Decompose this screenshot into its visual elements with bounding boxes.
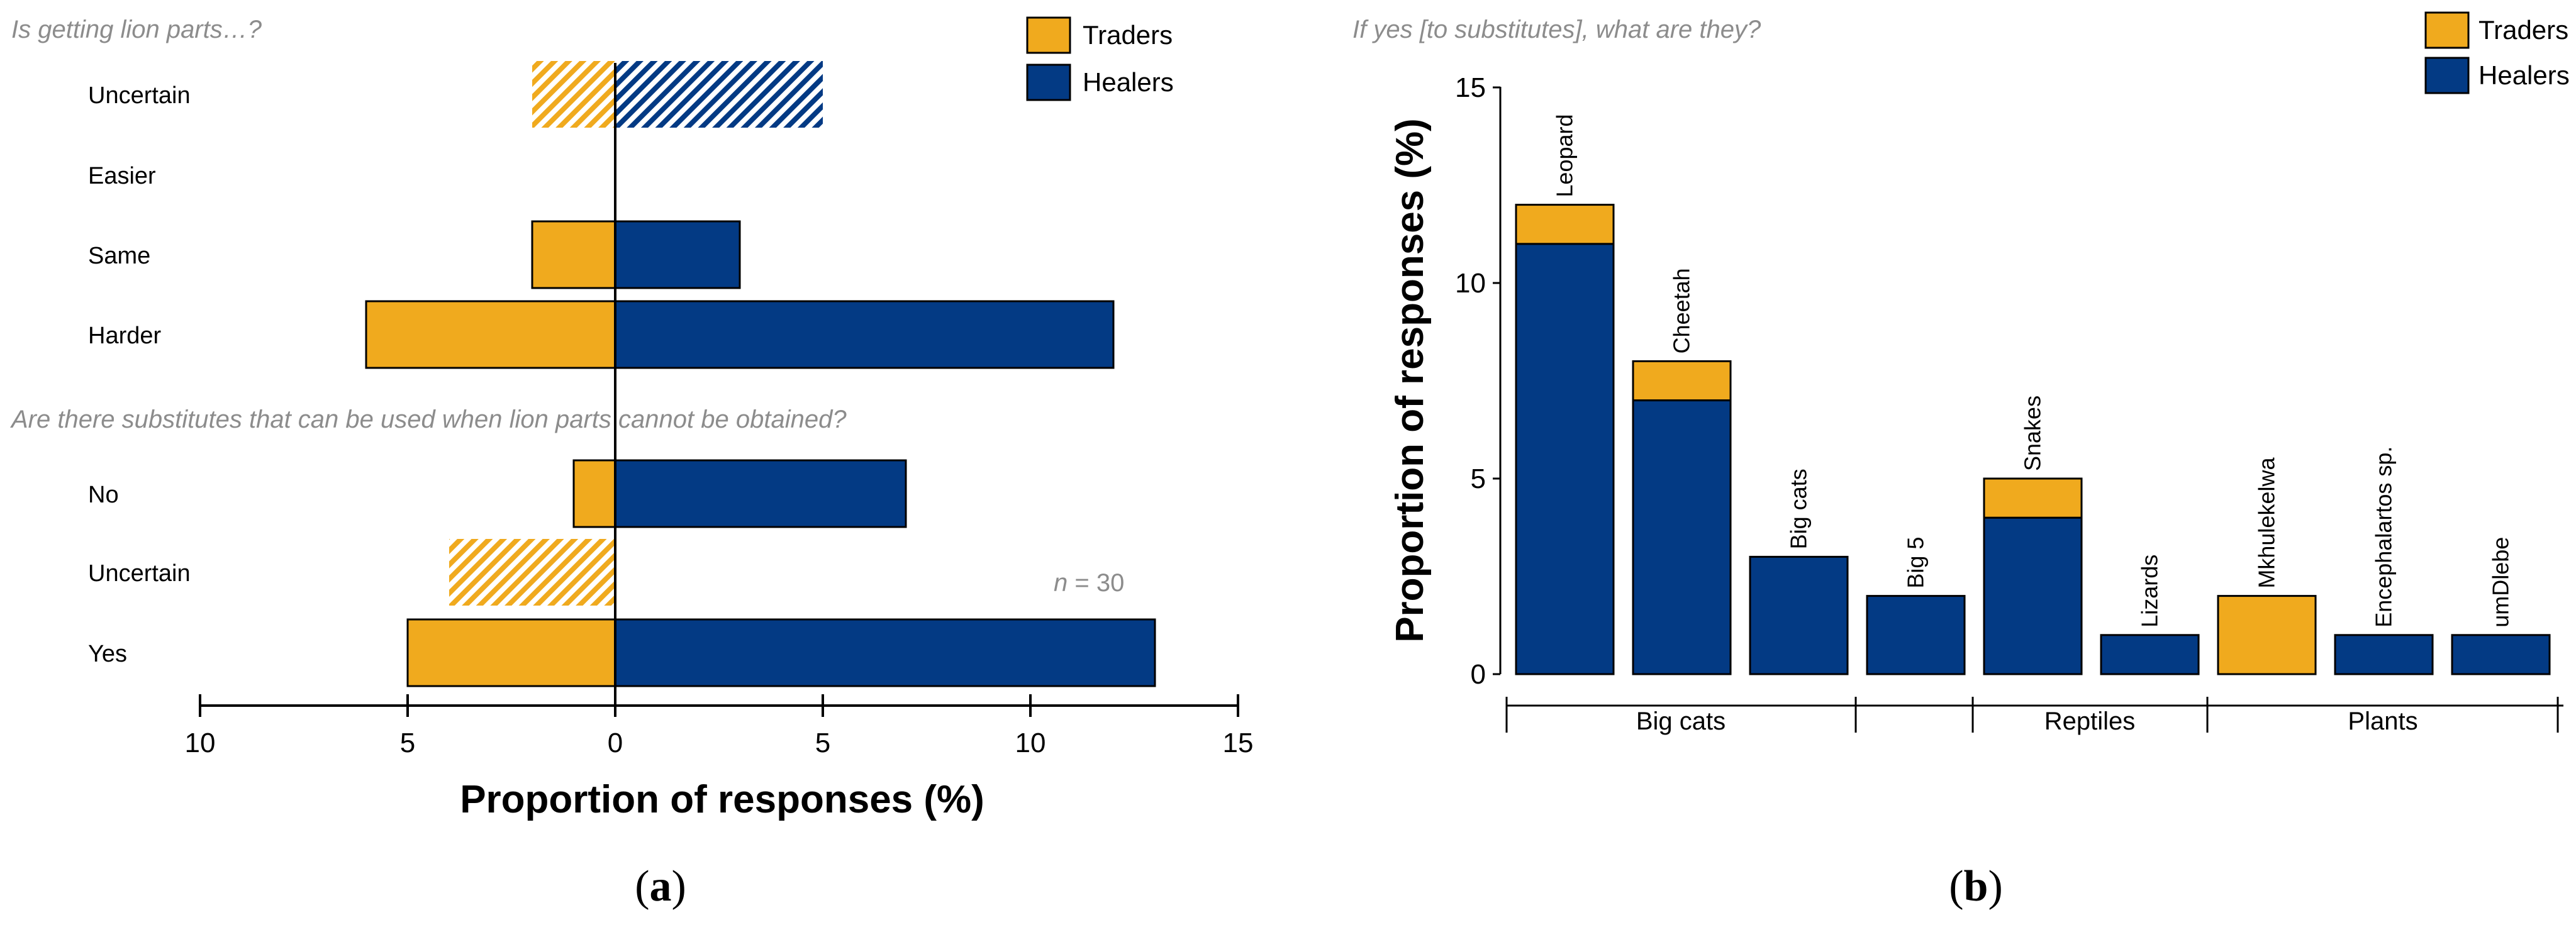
sample-size-n: n (1054, 569, 1068, 597)
bar-healers-encephalartos-sp (2334, 634, 2434, 675)
x-tick-label-a: 10 (1015, 728, 1046, 758)
category-label-yes: Yes (88, 641, 127, 667)
y-ticks-b: 0 5 10 15 (1455, 72, 1500, 690)
sample-size-annotation: n = 30 (1054, 569, 1124, 597)
y-tick-label-b: 5 (1471, 463, 1486, 494)
bar-healers-big-5 (1866, 595, 1966, 675)
bar-healers-umdlebe (2451, 634, 2551, 675)
legend-a: Traders Healers (1026, 16, 1174, 101)
bar-healers-leopard (1515, 243, 1615, 675)
chart-a-category-labels: Uncertain Easier Same Harder No Uncertain Yes (88, 82, 191, 667)
group-label-plants: Plants (2348, 707, 2417, 735)
bar-traders-harder (365, 300, 616, 369)
bar-healers-no (614, 459, 907, 528)
bar-healers-big-cats (1749, 555, 1849, 675)
category-groups-b: Big cats Reptiles Plants (1505, 697, 2563, 735)
x-tick-label-a: 0 (608, 728, 623, 758)
legend-a-healers-label: Healers (1083, 67, 1174, 97)
legend-b-healers-label: Healers (2478, 60, 2570, 90)
category-label-leopard: Leopard (1552, 114, 1578, 197)
legend-b-traders-swatch (2424, 11, 2470, 49)
y-axis-title-b: Proportion of responses (%) (1388, 118, 1432, 643)
x-tick-label-a: 10 (185, 728, 216, 758)
category-label-cheetah: Cheetah (1669, 268, 1695, 353)
category-label-big-5: Big 5 (1903, 537, 1929, 589)
bar-traders-no (572, 459, 616, 528)
sample-size-value: = 30 (1068, 569, 1124, 597)
y-tick-label-b: 15 (1455, 72, 1486, 103)
x-tick-label-a: 15 (1223, 728, 1254, 758)
panel-label-b: (b) (1949, 862, 2003, 911)
bar-traders-uncertain (532, 61, 615, 128)
chart-a-bars (365, 61, 1156, 687)
bar-traders-mkhulekelwa (2217, 595, 2317, 675)
x-ticks-a: 10 5 0 5 10 15 (185, 694, 1254, 758)
bar-healers-cheetah (1632, 399, 1732, 675)
bar-traders-uncertain (449, 539, 615, 606)
legend-a-healers-swatch (1026, 64, 1071, 101)
category-label-harder: Harder (88, 323, 161, 349)
category-label-umdlebe: umDlebe (2488, 537, 2514, 628)
legend-a-traders-swatch (1026, 16, 1071, 54)
y-tick-label-b: 0 (1471, 659, 1486, 690)
chart-b-bars (1515, 204, 2551, 675)
bar-healers-harder (614, 300, 1115, 369)
bar-healers-snakes (1983, 516, 2083, 675)
category-label-same: Same (88, 243, 150, 269)
category-label-snakes: Snakes (2020, 396, 2046, 471)
bar-healers-uncertain (615, 61, 823, 128)
category-label-no: No (88, 482, 119, 508)
question-lion-parts: Is getting lion parts…? (11, 16, 262, 43)
chart-b-category-labels: Leopard Cheetah Big cats Big 5 Snakes Lizards… (1552, 114, 2514, 627)
bar-traders-cheetah (1632, 360, 1732, 402)
x-axis-title-a: Proportion of responses (%) (460, 778, 984, 821)
legend-b: Traders Healers (2424, 11, 2570, 94)
legend-a-traders-label: Traders (1083, 20, 1173, 50)
category-label-lizards: Lizards (2137, 555, 2163, 628)
chart-a: Is getting lion parts…? Are there substi… (10, 16, 1253, 911)
chart-b: If yes [to substitutes], what are they? … (1352, 11, 2570, 911)
bar-traders-snakes (1983, 477, 2083, 519)
category-label-easier: Easier (88, 163, 156, 189)
category-label-uncertain: Uncertain (88, 560, 191, 587)
bar-traders-leopard (1515, 204, 1615, 245)
category-label-mkhulekelwa: Mkhulekelwa (2254, 457, 2280, 589)
category-label-big-cats: Big cats (1786, 468, 1812, 549)
bar-traders-same (531, 220, 616, 289)
panel-label-b-letter: b (1964, 862, 1988, 911)
legend-b-healers-swatch (2424, 57, 2470, 94)
question-substitutes: Are there substitutes that can be used w… (10, 406, 847, 433)
chart-b-title: If yes [to substitutes], what are they? (1352, 16, 1761, 43)
group-label-big-cats: Big cats (1636, 707, 1726, 735)
x-tick-label-a: 5 (815, 728, 830, 758)
bar-healers-lizards (2100, 634, 2200, 675)
legend-b-traders-label: Traders (2478, 15, 2568, 45)
bar-healers-same (614, 220, 741, 289)
y-tick-label-b: 10 (1455, 268, 1486, 299)
group-label-reptiles: Reptiles (2044, 707, 2136, 735)
category-label-uncertain: Uncertain (88, 82, 191, 109)
category-label-encephalartos-sp: Encephalartos sp. (2371, 446, 2397, 628)
panel-label-a: (a) (635, 862, 686, 911)
panel-label-a-letter: a (650, 862, 672, 911)
x-tick-label-a: 5 (400, 728, 415, 758)
bar-traders-yes (406, 618, 616, 687)
bar-healers-yes (614, 618, 1156, 687)
